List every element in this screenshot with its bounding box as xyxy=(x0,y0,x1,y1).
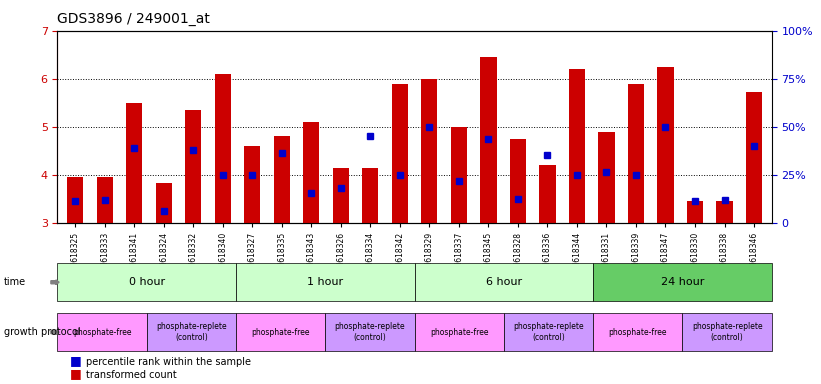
Bar xyxy=(392,84,408,223)
Text: 1 hour: 1 hour xyxy=(307,277,343,287)
Text: 0 hour: 0 hour xyxy=(129,277,165,287)
Text: percentile rank within the sample: percentile rank within the sample xyxy=(86,357,251,367)
Bar xyxy=(510,139,526,223)
Bar xyxy=(421,79,438,223)
Bar xyxy=(333,167,349,223)
Text: phosphate-replete
(control): phosphate-replete (control) xyxy=(513,323,584,342)
Bar xyxy=(658,67,673,223)
Bar xyxy=(214,74,231,223)
Bar xyxy=(244,146,260,223)
Text: GDS3896 / 249001_at: GDS3896 / 249001_at xyxy=(57,12,210,25)
Bar xyxy=(628,84,644,223)
Text: 6 hour: 6 hour xyxy=(486,277,522,287)
Bar xyxy=(303,122,319,223)
Bar xyxy=(746,92,762,223)
Text: phosphate-replete
(control): phosphate-replete (control) xyxy=(156,323,227,342)
Bar xyxy=(717,201,732,223)
Text: ■: ■ xyxy=(70,354,81,367)
Text: phosphate-replete
(control): phosphate-replete (control) xyxy=(692,323,763,342)
Text: 24 hour: 24 hour xyxy=(661,277,704,287)
Bar xyxy=(362,167,378,223)
Bar xyxy=(67,177,83,223)
Text: phosphate-free: phosphate-free xyxy=(251,328,310,337)
Bar xyxy=(451,127,467,223)
Bar xyxy=(185,110,201,223)
Bar xyxy=(539,165,556,223)
Text: growth protocol: growth protocol xyxy=(4,327,80,337)
Text: phosphate-free: phosphate-free xyxy=(608,328,667,337)
Text: phosphate-replete
(control): phosphate-replete (control) xyxy=(335,323,406,342)
Bar xyxy=(126,103,142,223)
Bar xyxy=(156,184,172,223)
Bar xyxy=(569,69,585,223)
Text: ■: ■ xyxy=(70,367,81,380)
Bar xyxy=(273,136,290,223)
Text: phosphate-free: phosphate-free xyxy=(430,328,488,337)
Bar xyxy=(599,131,615,223)
Text: transformed count: transformed count xyxy=(86,370,177,380)
Bar xyxy=(97,177,112,223)
Text: phosphate-free: phosphate-free xyxy=(73,328,131,337)
Bar xyxy=(480,57,497,223)
Bar xyxy=(687,201,703,223)
Text: time: time xyxy=(4,277,26,287)
